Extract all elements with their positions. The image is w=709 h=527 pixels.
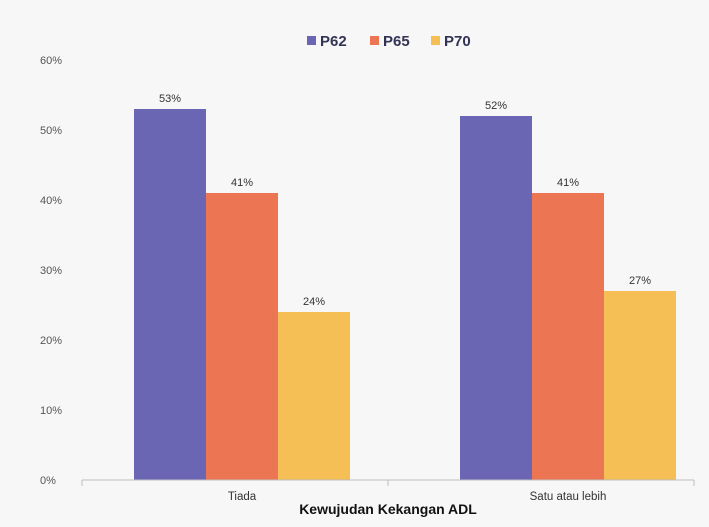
- x-category-label: Satu atau lebih: [530, 491, 607, 503]
- y-tick-label: 50%: [40, 125, 62, 137]
- legend-swatch-p65: [370, 36, 379, 45]
- y-tick-label: 20%: [40, 335, 62, 347]
- y-tick-label: 10%: [40, 405, 62, 417]
- bar-p65-0: [206, 193, 278, 480]
- bar-p62-0: [134, 109, 206, 480]
- y-tick-label: 0%: [40, 475, 56, 487]
- y-tick-label: 40%: [40, 195, 62, 207]
- legend-label: P65: [383, 33, 410, 50]
- legend-label: P70: [444, 33, 471, 50]
- x-axis: Tiada Satu atau lebih: [81, 479, 695, 503]
- y-tick-label: 60%: [40, 55, 62, 67]
- data-label: 27%: [629, 275, 651, 287]
- data-label: 24%: [303, 296, 325, 308]
- bar-p70-1: [604, 291, 676, 480]
- bar-p65-1: [532, 193, 604, 480]
- y-axis: 0% 10% 20% 30% 40% 50% 60%: [40, 55, 62, 487]
- data-label: 52%: [485, 100, 507, 112]
- x-category-label: Tiada: [228, 491, 257, 503]
- legend-swatch-p70: [431, 36, 440, 45]
- y-tick-label: 30%: [40, 265, 62, 277]
- bar-p70-0: [278, 312, 350, 480]
- data-label: 53%: [159, 93, 181, 105]
- bar-p62-1: [460, 116, 532, 480]
- legend-label: P62: [320, 33, 347, 50]
- x-axis-title: Kewujudan Kekangan ADL: [299, 501, 477, 517]
- legend-swatch-p62: [307, 36, 316, 45]
- bars: 53% 52% 41% 41% 24% 27%: [134, 93, 676, 480]
- legend: P62 P65 P70: [307, 33, 471, 50]
- data-label: 41%: [557, 177, 579, 189]
- data-label: 41%: [231, 177, 253, 189]
